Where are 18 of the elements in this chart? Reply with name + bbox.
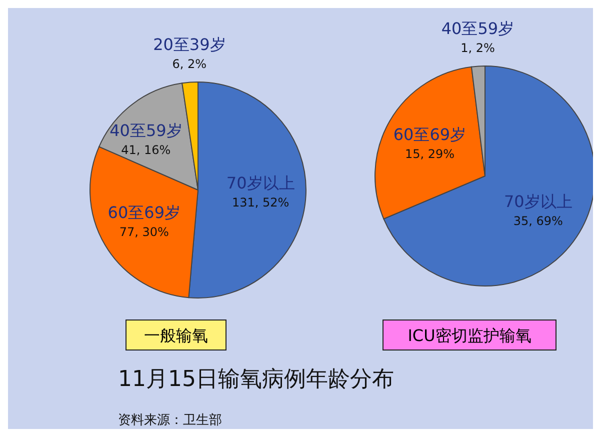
data-label: 35, 69% (513, 214, 563, 228)
slice-label: 20至39岁 (153, 35, 226, 54)
slice-label: 60至69岁 (108, 202, 180, 222)
slice-label: 70岁以上 (226, 174, 295, 193)
data-label: 131, 52% (232, 196, 290, 210)
data-label: 77, 30% (119, 224, 169, 239)
text: 资料来源：卫生部 (118, 413, 222, 428)
text: 11月15日输氧病例年龄分布 (118, 367, 394, 392)
slice-label: 40至59岁 (110, 121, 182, 140)
text: ICU密切监护输氧 (408, 326, 532, 345)
data-label: 6, 2% (172, 57, 207, 71)
slice-label: 40至59岁 (441, 19, 514, 38)
data-label: 41, 16% (121, 143, 171, 158)
slice-label: 70岁以上 (504, 192, 572, 212)
slice-label: 60至69岁 (393, 125, 466, 144)
data-label: 15, 29% (404, 147, 455, 162)
text: 一般输氧 (144, 326, 208, 345)
data-label: 1, 2% (460, 41, 495, 55)
